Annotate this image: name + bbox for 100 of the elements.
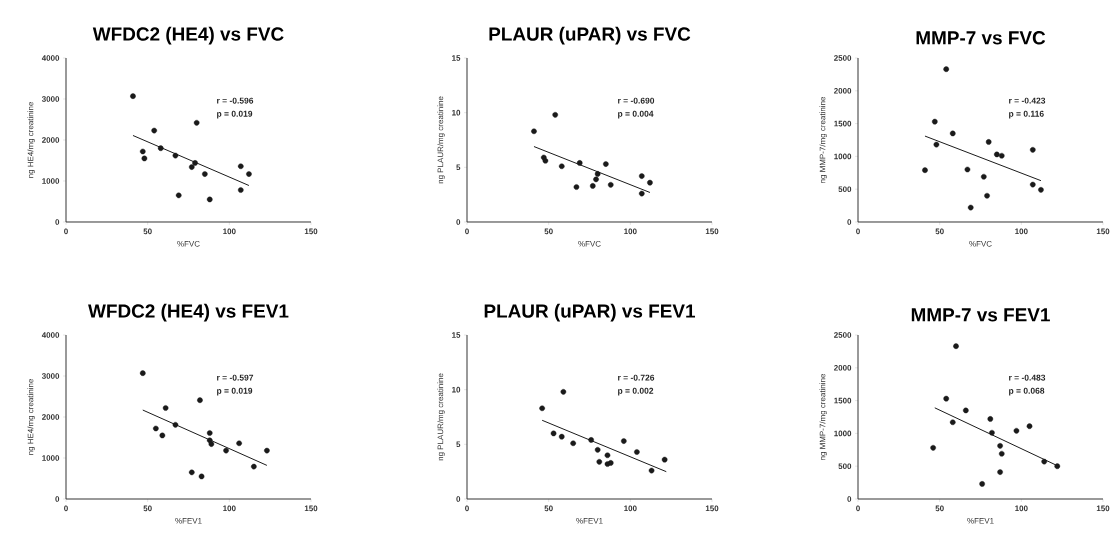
point (141, 155, 148, 162)
point (589, 183, 596, 189)
point (130, 93, 136, 99)
point (246, 171, 252, 177)
point (1013, 427, 1020, 434)
point (647, 179, 653, 186)
point (943, 395, 950, 402)
chart-title: WFDC2 (HE4) vs FEV1 (88, 303, 289, 322)
point (539, 405, 545, 412)
point (542, 157, 549, 164)
point (998, 450, 1005, 457)
point (998, 152, 1005, 159)
point (558, 163, 565, 170)
point (953, 343, 959, 349)
point (175, 192, 182, 199)
point (570, 440, 576, 447)
point (933, 141, 940, 148)
point (1054, 463, 1061, 469)
point (1026, 423, 1033, 429)
point (264, 447, 270, 454)
point (172, 421, 179, 428)
point (153, 425, 159, 432)
point (985, 139, 992, 145)
point (236, 440, 242, 447)
point (980, 173, 987, 180)
point (162, 405, 169, 411)
point (588, 437, 594, 443)
annotation: p = 0.068 (1009, 387, 1045, 396)
point (593, 176, 599, 183)
point (621, 438, 627, 444)
point (607, 460, 614, 466)
point (188, 469, 195, 476)
point (603, 161, 609, 167)
annotation: p = 0.004 (618, 110, 654, 119)
point (949, 130, 956, 137)
point (594, 447, 601, 453)
annotation: r = -0.483 (1009, 374, 1046, 381)
point (192, 160, 198, 166)
annotation: p = 0.019 (217, 387, 253, 396)
point (237, 187, 244, 193)
point (994, 151, 1000, 158)
chart-title: WFDC2 (HE4) vs FVC (92, 26, 284, 45)
point (987, 416, 994, 422)
point (573, 184, 580, 190)
point (1029, 181, 1036, 188)
point (661, 456, 668, 463)
point (188, 164, 195, 170)
point (1038, 187, 1044, 193)
annotation: p = 0.019 (217, 110, 253, 119)
point (139, 370, 146, 376)
annotation: r = -0.726 (618, 374, 655, 381)
point (552, 112, 559, 118)
point (922, 167, 928, 173)
annotation: p = 0.116 (1009, 110, 1044, 119)
point (648, 467, 655, 474)
point (634, 449, 640, 455)
point (931, 118, 938, 125)
point (223, 447, 229, 454)
point (151, 127, 157, 134)
point (997, 469, 1003, 475)
point (197, 397, 203, 403)
point (198, 473, 205, 480)
point (531, 128, 537, 135)
point (193, 119, 200, 126)
chart-title: MMP-7 vs FVC (916, 31, 1046, 45)
annotation: p = 0.002 (618, 387, 654, 396)
annotation: r = -0.596 (217, 97, 254, 104)
point (964, 166, 971, 173)
point (576, 160, 583, 166)
chart-title: PLAUR (uPAR) vs FVC (489, 26, 691, 45)
point (139, 148, 146, 155)
point (607, 182, 614, 188)
point (638, 173, 645, 179)
annotation: r = -0.690 (618, 97, 655, 104)
point (206, 196, 213, 203)
point (949, 419, 956, 426)
point (997, 443, 1003, 449)
point (930, 445, 936, 451)
point (560, 389, 567, 395)
point (1029, 147, 1036, 153)
annotation: r = -0.597 (217, 374, 254, 381)
point (1041, 458, 1048, 465)
point (206, 430, 213, 436)
point (172, 152, 179, 159)
point (558, 433, 565, 440)
point (251, 463, 257, 470)
point (237, 163, 244, 170)
point (943, 66, 950, 72)
point (596, 459, 603, 465)
point (202, 171, 208, 177)
point (604, 452, 611, 459)
point (550, 430, 557, 437)
point (989, 429, 995, 436)
point (979, 481, 985, 487)
point (963, 407, 969, 414)
chart-title: MMP-7 vs FEV1 (911, 308, 1050, 322)
annotation: r = -0.423 (1009, 97, 1046, 104)
point (159, 432, 166, 439)
point (594, 171, 601, 177)
point (638, 190, 645, 197)
